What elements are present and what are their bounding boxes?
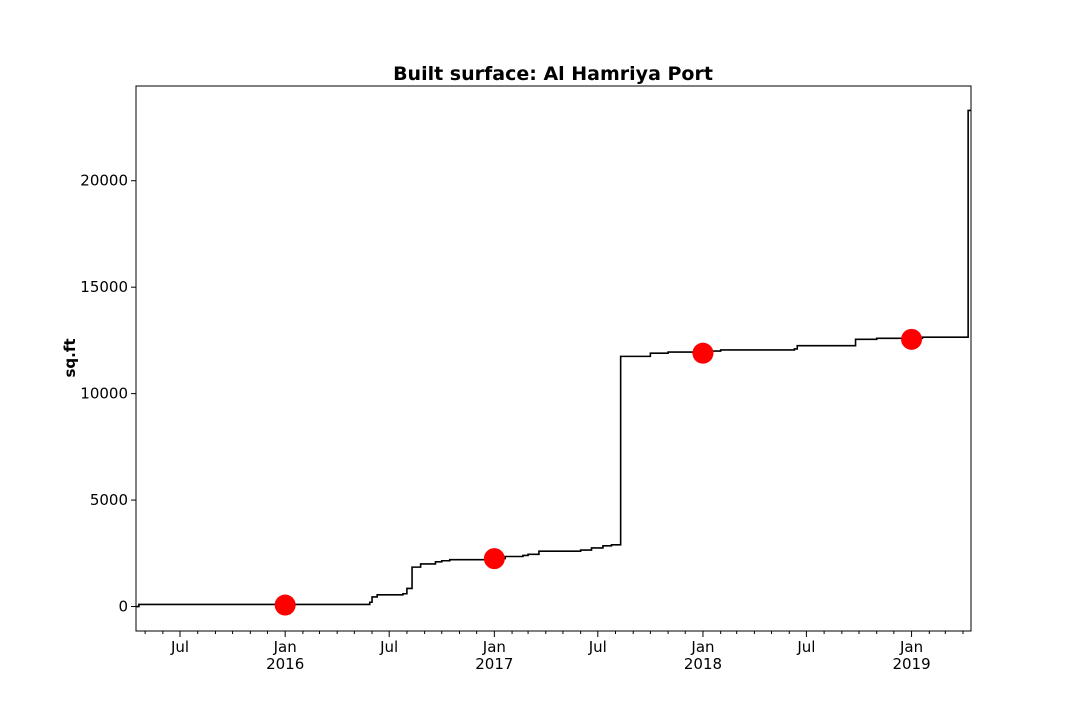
y-tick-label: 0: [118, 598, 128, 616]
y-axis-label: sq.ft: [61, 338, 79, 377]
x-tick-year-label: 2017: [475, 655, 513, 673]
data-point-marker: [901, 328, 923, 350]
x-tick-label: Jan: [899, 638, 923, 656]
y-tick-label: 5000: [90, 491, 128, 509]
data-point-marker: [483, 548, 505, 570]
plot-frame: [135, 85, 972, 632]
x-tick-year-label: 2019: [892, 655, 930, 673]
data-point-marker: [692, 342, 714, 364]
y-tick-label: 10000: [80, 385, 128, 403]
y-tick-label: 15000: [80, 278, 128, 296]
x-tick-label: Jan: [482, 638, 506, 656]
x-tick-label: Jan: [273, 638, 297, 656]
x-tick-year-label: 2018: [684, 655, 722, 673]
series-line: [136, 109, 971, 608]
x-tick-label: Jan: [690, 638, 714, 656]
x-tick-year-label: 2016: [266, 655, 304, 673]
x-tick-label: Jul: [379, 638, 398, 656]
y-tick-label: 20000: [80, 172, 128, 190]
data-point-marker: [274, 594, 296, 616]
chart-title: Built surface: Al Hamriya Port: [393, 63, 713, 85]
x-tick-label: Jul: [796, 638, 815, 656]
x-tick-label: Jul: [588, 638, 607, 656]
x-tick-label: Jul: [170, 638, 189, 656]
